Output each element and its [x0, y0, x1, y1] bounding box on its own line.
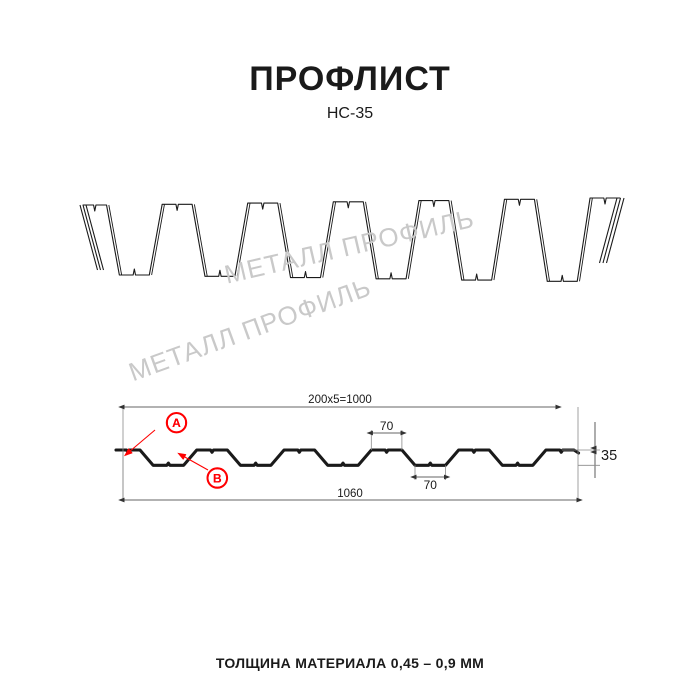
svg-text:B: B — [213, 472, 222, 486]
svg-text:A: A — [172, 416, 181, 430]
